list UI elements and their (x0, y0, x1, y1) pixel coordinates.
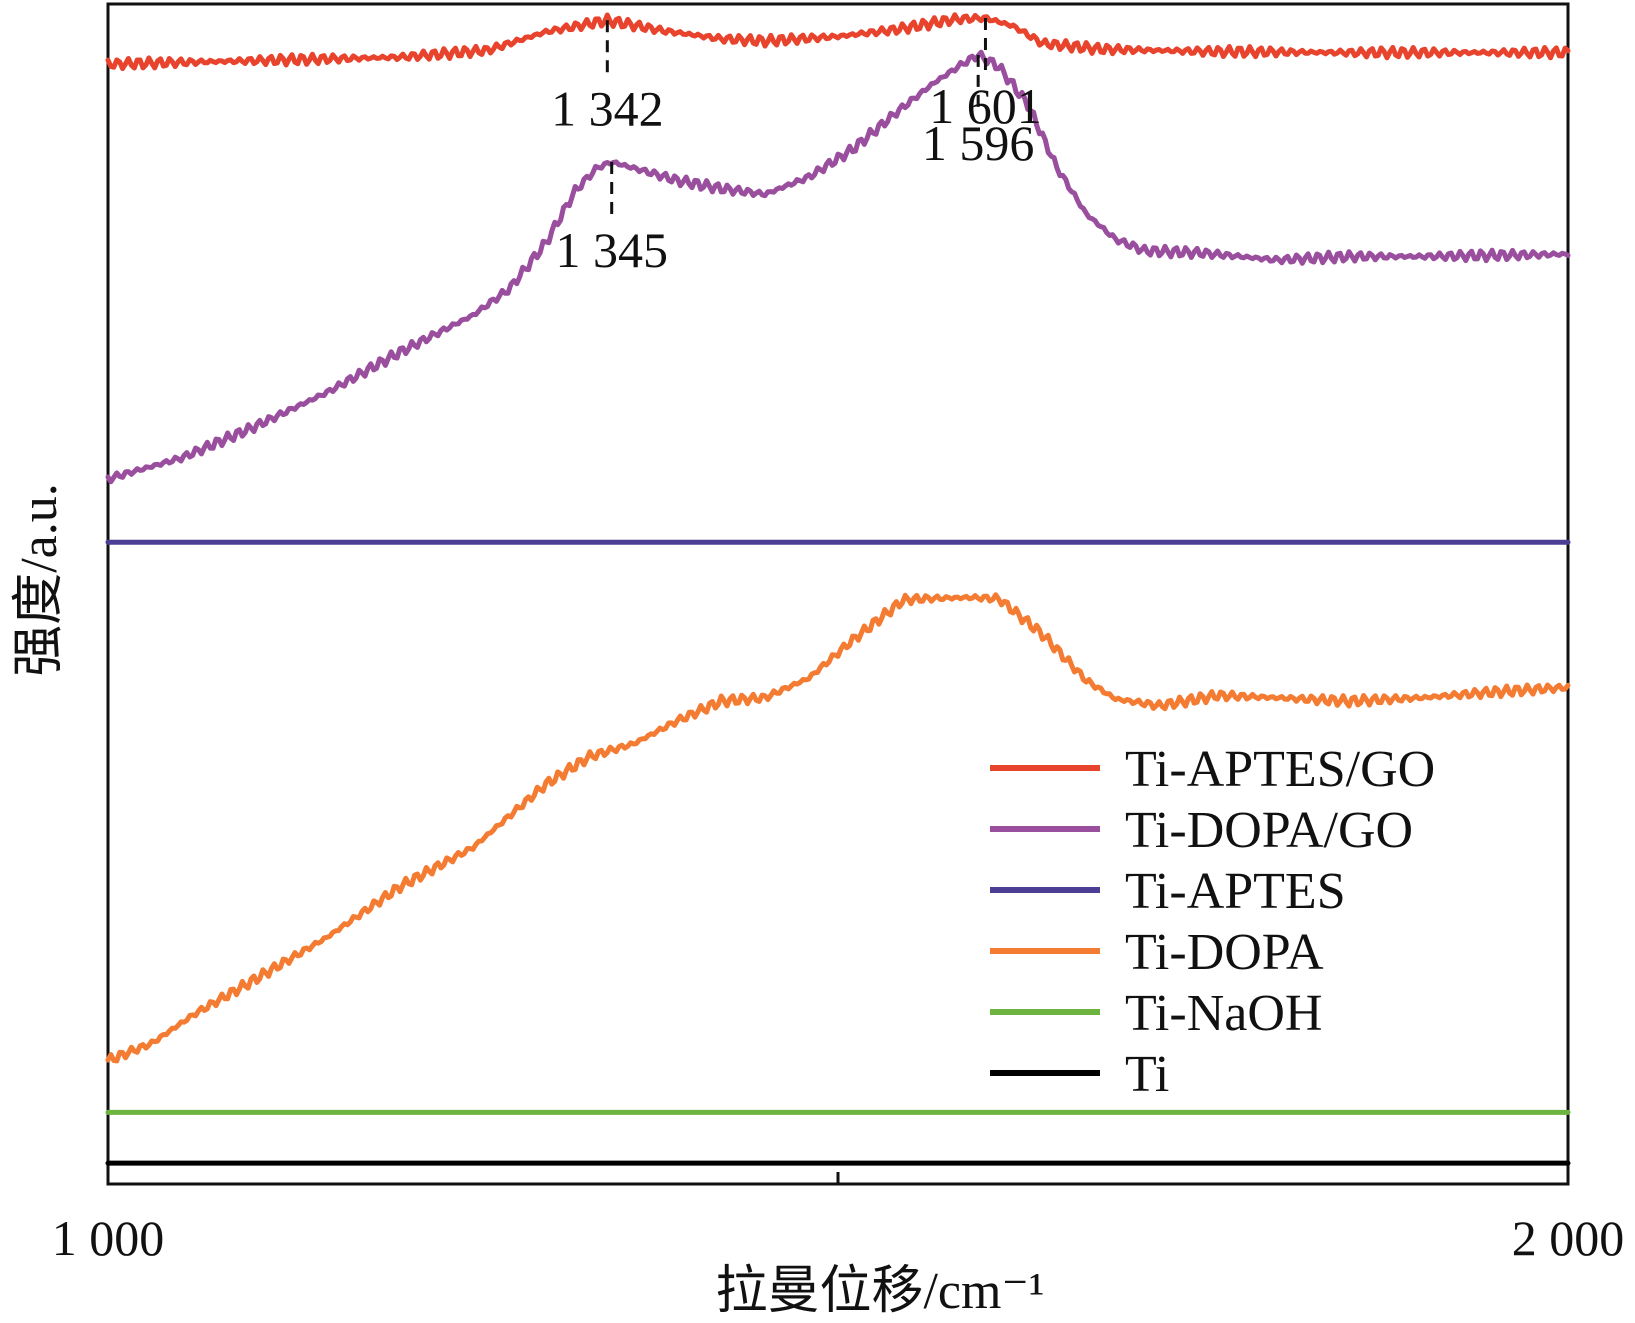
series-line-ti-aptes-go (105, 12, 1571, 72)
peak-label-1345: 1 345 (555, 222, 668, 278)
peak-label-1342: 1 342 (551, 80, 664, 136)
plot-frame (106, 2, 1570, 1186)
legend-label-ti-aptes: Ti-APTES (1125, 863, 1346, 920)
legend-label-ti-aptes-go: Ti-APTES/GO (1125, 741, 1435, 798)
legend-label-ti: Ti (1125, 1046, 1169, 1103)
peak-label-1596: 1 596 (922, 115, 1035, 171)
series-line-ti-dopa (105, 592, 1571, 1064)
legend: Ti-APTES/GOTi-DOPA/GOTi-APTESTi-DOPATi-N… (990, 741, 1435, 1103)
x-tick-label-1000: 1 000 (52, 1210, 165, 1266)
x-axis-title: 拉曼位移/cm⁻¹ (715, 1263, 1044, 1320)
x-axis-ticks: 1 000 2 000 (52, 1172, 1625, 1266)
series-line-ti-dopa-go (105, 49, 1571, 485)
legend-label-ti-naoh: Ti-NaOH (1125, 985, 1322, 1042)
series-layer (105, 12, 1571, 1166)
peak-label-1601: 1 601 (929, 78, 1042, 134)
legend-label-ti-dopa: Ti-DOPA (1125, 924, 1324, 981)
y-axis-title: 强度/a.u. (11, 483, 68, 677)
x-tick-label-2000: 2 000 (1512, 1210, 1625, 1266)
legend-label-ti-dopa-go: Ti-DOPA/GO (1125, 802, 1413, 859)
